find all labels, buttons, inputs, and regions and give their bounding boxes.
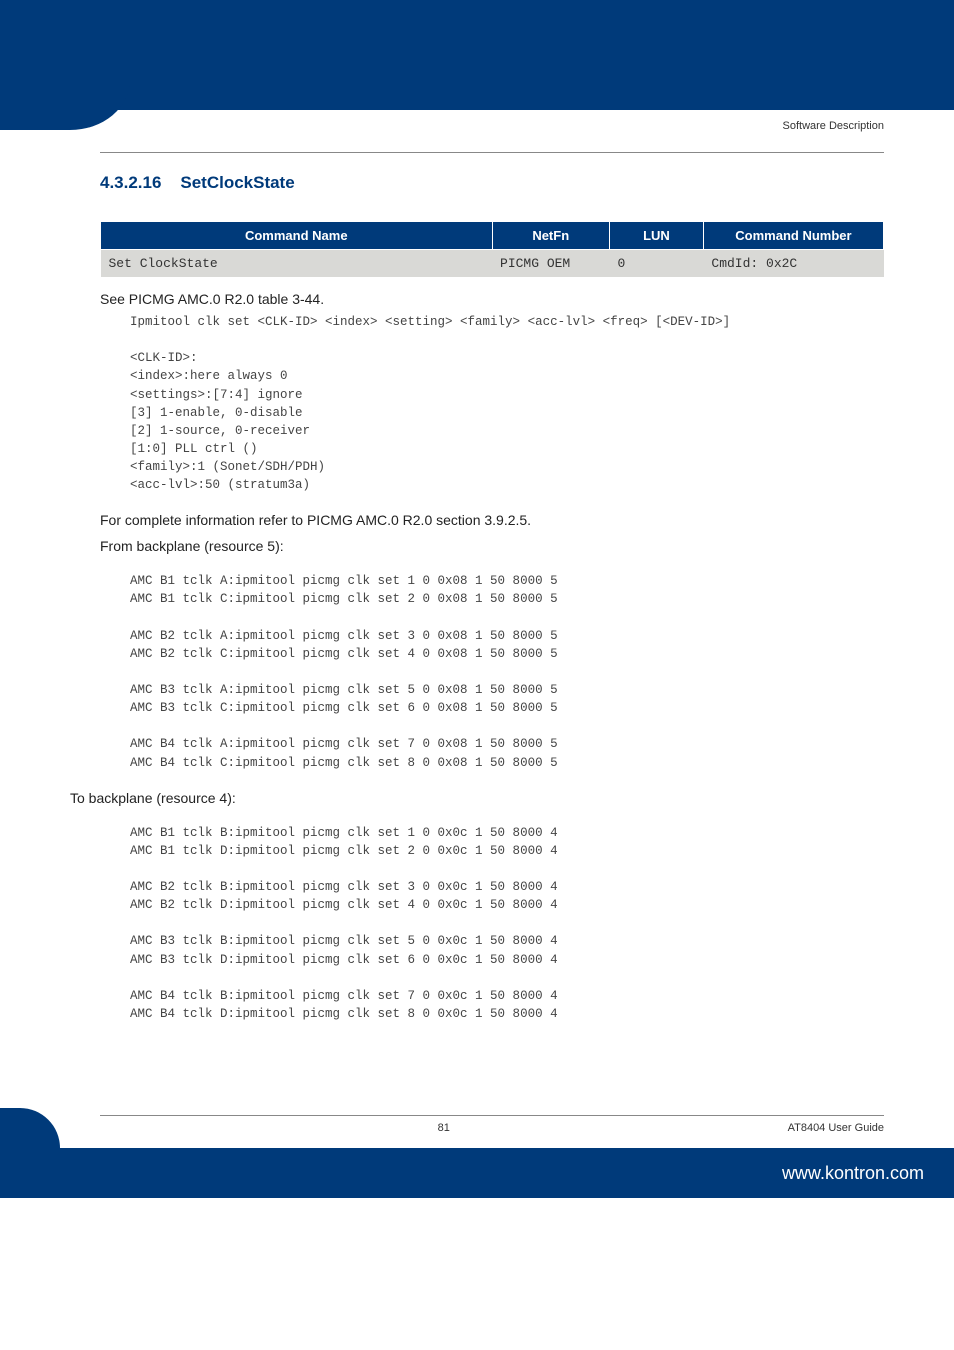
- cell-name: Set ClockState: [101, 250, 493, 278]
- command-table: Command Name NetFn LUN Command Number Se…: [100, 221, 884, 277]
- section-number: 4.3.2.16: [100, 173, 161, 192]
- footer-curve: [0, 1108, 60, 1148]
- cell-number: CmdId: 0x2C: [703, 250, 883, 278]
- section-title-text: SetClockState: [180, 173, 294, 192]
- table-header-row: Command Name NetFn LUN Command Number: [101, 222, 884, 250]
- doc-title: AT8404 User Guide: [788, 1122, 884, 1134]
- see-reference: See PICMG AMC.0 R2.0 table 3-44.: [100, 291, 884, 307]
- table-row: Set ClockState PICMG OEM 0 CmdId: 0x2C: [101, 250, 884, 278]
- footer: 81 AT8404 User Guide www.kontron.com: [0, 1115, 954, 1198]
- cell-netfn: PICMG OEM: [492, 250, 609, 278]
- syntax-code-block: Ipmitool clk set <CLK-ID> <index> <setti…: [130, 313, 884, 494]
- to-backplane-title: To backplane (resource 4):: [70, 790, 884, 806]
- content-area: 4.3.2.16 SetClockState Command Name NetF…: [0, 153, 954, 1055]
- col-header-number: Command Number: [703, 222, 883, 250]
- col-header-name: Command Name: [101, 222, 493, 250]
- page-number: 81: [438, 1122, 450, 1134]
- col-header-lun: LUN: [609, 222, 703, 250]
- header-banner: [0, 0, 954, 110]
- from-backplane-title: From backplane (resource 5):: [100, 538, 884, 554]
- from-backplane-code: AMC B1 tclk A:ipmitool picmg clk set 1 0…: [130, 572, 884, 771]
- info-line: For complete information refer to PICMG …: [100, 512, 884, 528]
- cell-lun: 0: [609, 250, 703, 278]
- header-section-label: Software Description: [0, 120, 884, 132]
- footer-banner: www.kontron.com: [0, 1148, 954, 1198]
- footer-url: www.kontron.com: [782, 1163, 924, 1184]
- col-header-netfn: NetFn: [492, 222, 609, 250]
- to-backplane-code: AMC B1 tclk B:ipmitool picmg clk set 1 0…: [130, 824, 884, 1023]
- footer-line: 81 AT8404 User Guide: [100, 1115, 884, 1134]
- section-heading: 4.3.2.16 SetClockState: [100, 173, 884, 193]
